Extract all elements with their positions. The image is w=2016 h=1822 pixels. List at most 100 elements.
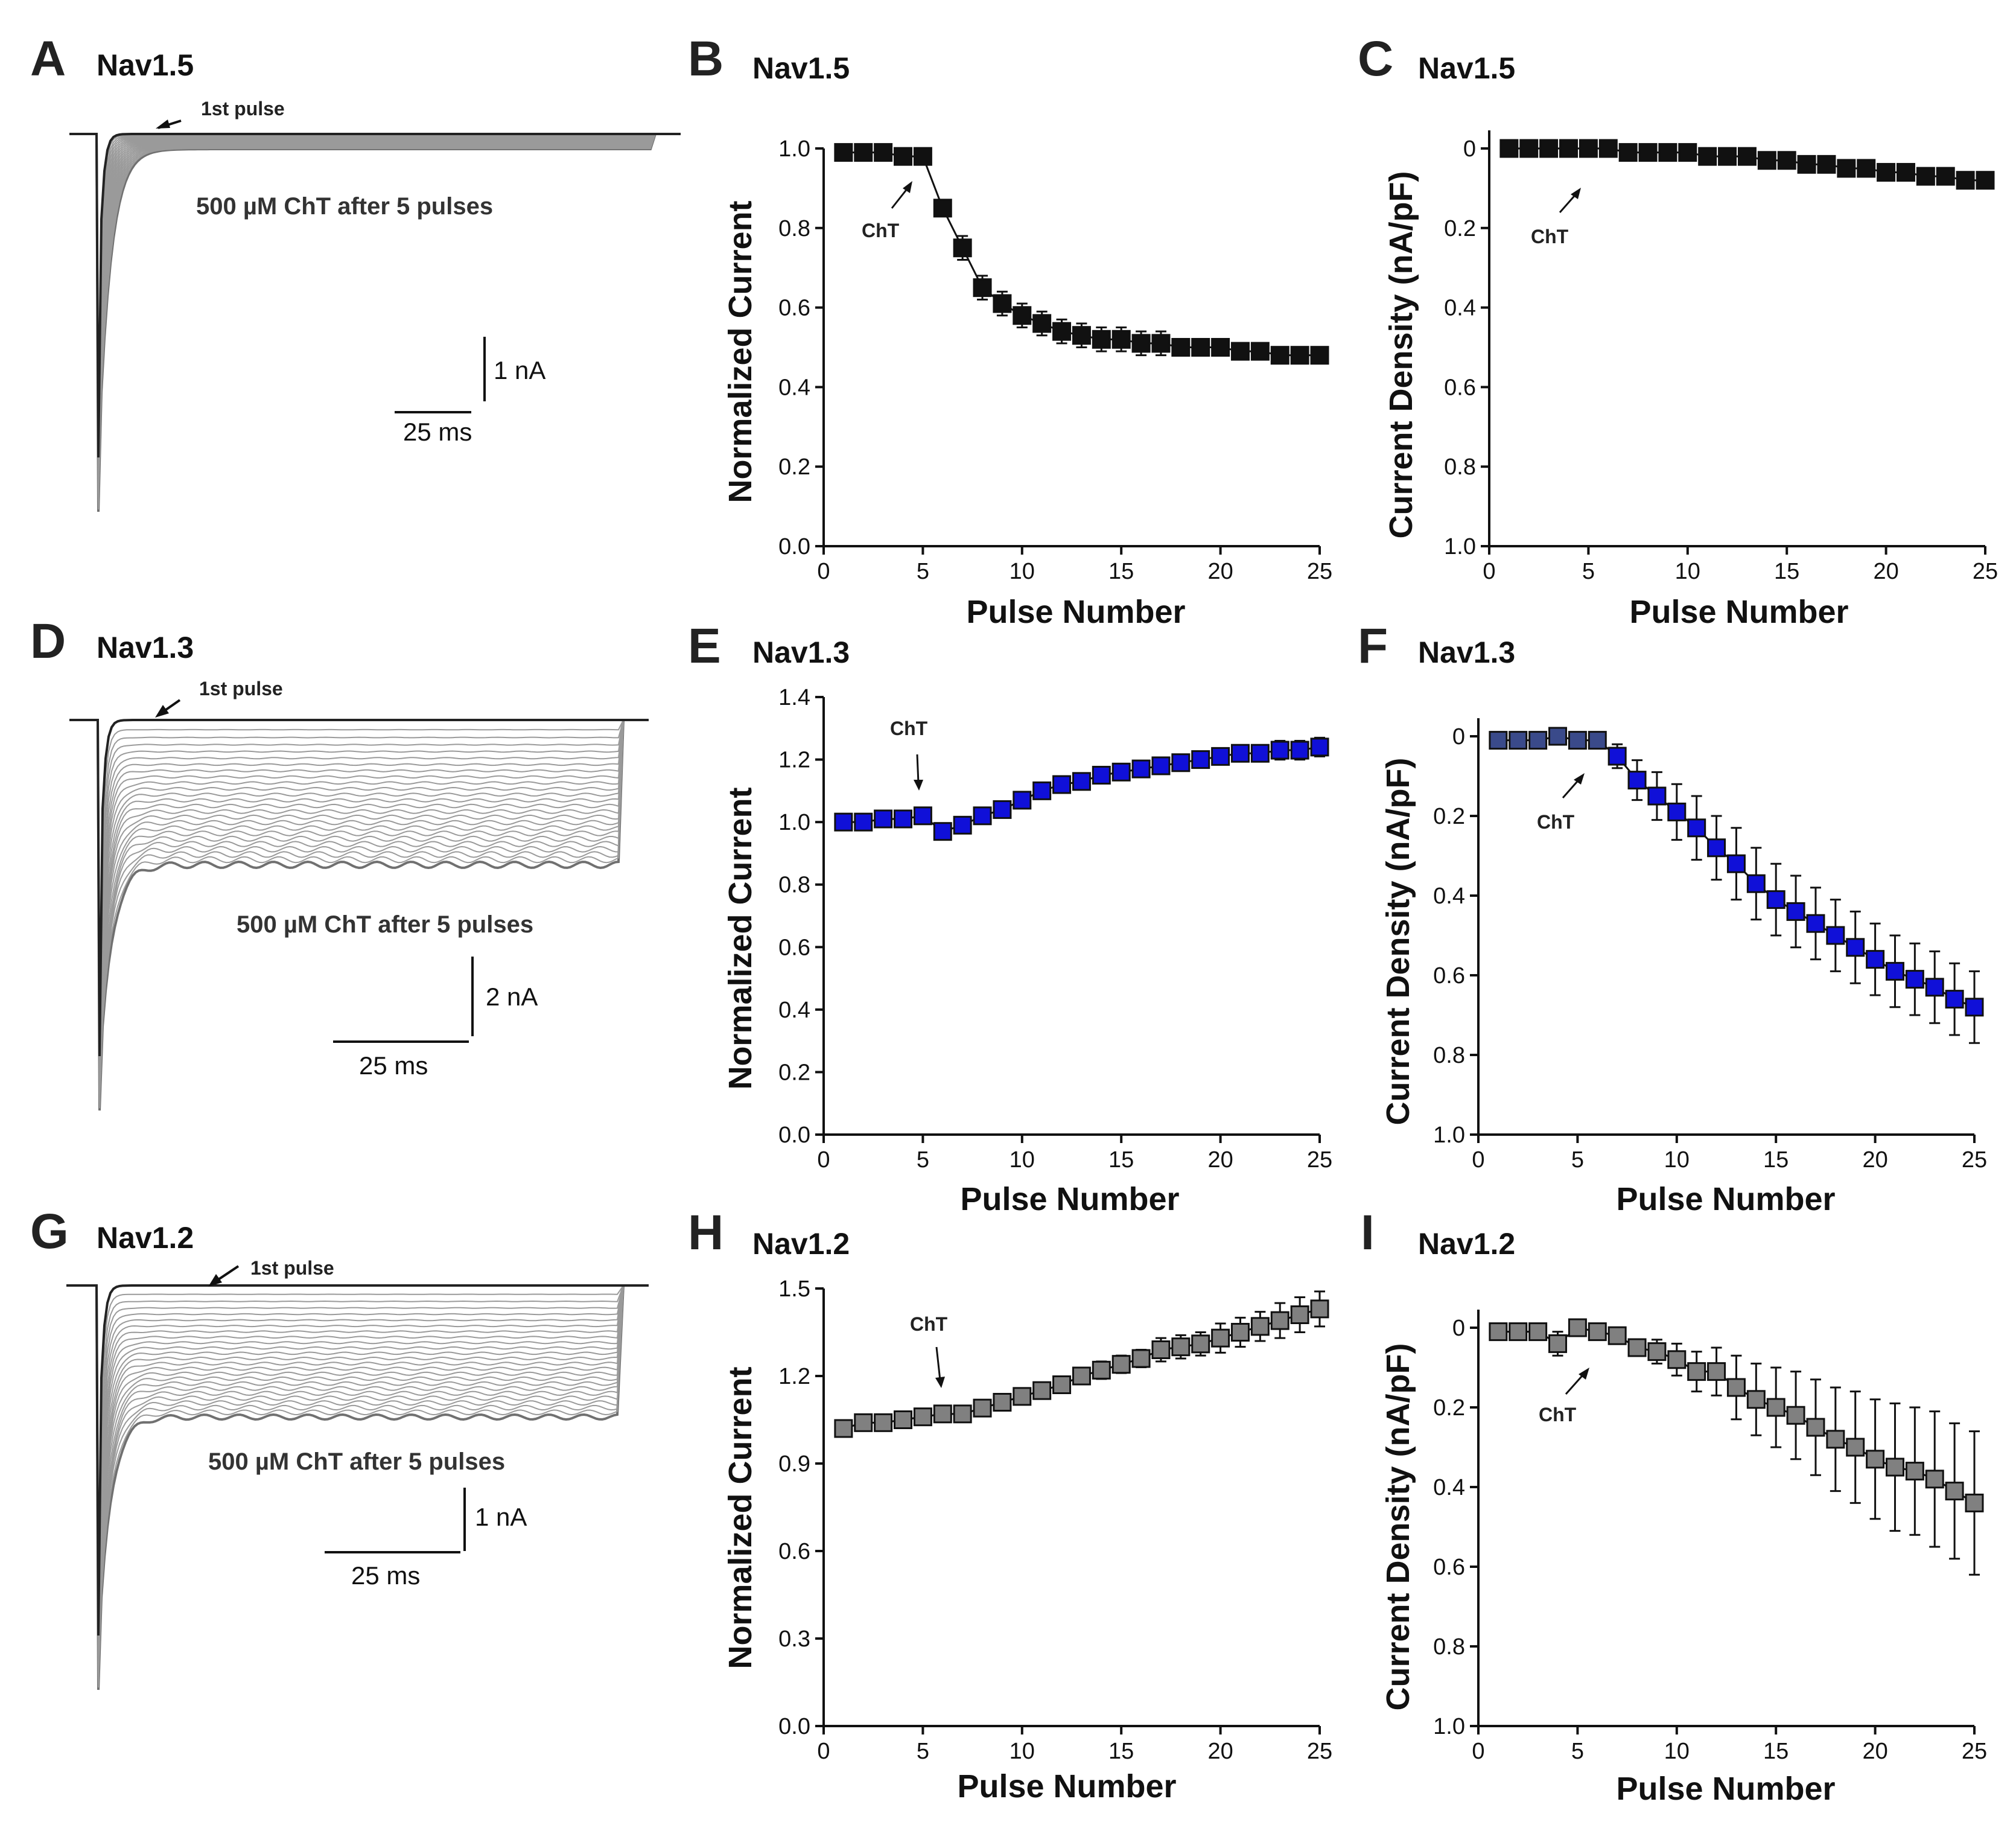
cht-annotation-f: ChT xyxy=(1537,811,1575,833)
y-tick-label-b: 0.6 xyxy=(778,296,810,321)
x-tick-label-c: 10 xyxy=(1675,559,1700,584)
current-trace-g xyxy=(66,1285,649,1652)
current-trace-a xyxy=(69,133,681,494)
data-point-i xyxy=(1548,1334,1568,1353)
current-trace-a xyxy=(69,133,681,469)
first-pulse-label-g: 1st pulse xyxy=(250,1257,334,1279)
panel-label-a: A xyxy=(30,31,66,86)
data-point-h xyxy=(1032,1381,1052,1400)
data-point-i xyxy=(1826,1430,1845,1449)
panel-label-c: C xyxy=(1358,31,1393,86)
data-point-i xyxy=(1806,1418,1825,1437)
cht-annotation-e: ChT xyxy=(890,718,928,739)
x-tick-label-e: 0 xyxy=(817,1147,830,1173)
y-tick-label-h: 0.9 xyxy=(778,1451,810,1477)
current-trace-g xyxy=(66,1285,649,1681)
data-point-e xyxy=(953,815,972,835)
current-trace-g xyxy=(66,1285,649,1656)
chart-title-b: Nav1.5 xyxy=(752,51,850,85)
trace-title-g: Nav1.2 xyxy=(97,1221,194,1255)
cht-arrow-head-b xyxy=(903,181,912,193)
data-point-h xyxy=(1111,1355,1131,1374)
y-tick-label-i: 0.8 xyxy=(1433,1634,1465,1660)
current-trace-d xyxy=(69,719,649,1077)
current-trace-d xyxy=(69,719,649,1111)
current-trace-g xyxy=(66,1285,649,1668)
data-point-i xyxy=(1568,1318,1587,1337)
y-tick-label-h: 0.6 xyxy=(778,1539,810,1564)
data-point-f xyxy=(1925,978,1944,997)
scale-x-label-g: 25 ms xyxy=(351,1561,420,1590)
y-tick-label-f: 0 xyxy=(1452,724,1465,750)
current-trace-a xyxy=(69,133,681,496)
current-trace-d xyxy=(69,719,649,1079)
x-tick-label-i: 20 xyxy=(1862,1739,1887,1764)
cht-annotation-c: ChT xyxy=(1531,226,1569,247)
x-tick-label-f: 15 xyxy=(1763,1147,1789,1173)
x-tick-label-b: 20 xyxy=(1207,559,1233,584)
data-point-c xyxy=(1737,147,1757,166)
current-trace-d xyxy=(69,719,649,1091)
data-point-c xyxy=(1797,154,1816,174)
arrow-head-a xyxy=(156,119,170,129)
data-point-f xyxy=(1647,786,1667,806)
scale-x-label-d: 25 ms xyxy=(359,1051,428,1080)
data-point-h xyxy=(933,1404,952,1424)
current-trace-a xyxy=(69,133,681,462)
y-tick-label-e: 0.2 xyxy=(778,1060,810,1085)
data-point-f xyxy=(1826,926,1845,945)
y-tick-label-b: 0.8 xyxy=(778,216,810,241)
data-point-e xyxy=(973,806,992,826)
chart-title-e: Nav1.3 xyxy=(752,635,850,669)
data-point-b xyxy=(1092,330,1111,349)
arrow-head-d xyxy=(155,705,169,718)
x-tick-label-b: 25 xyxy=(1307,559,1332,584)
y-tick-label-b: 1.0 xyxy=(778,136,810,162)
data-point-f xyxy=(1568,731,1587,750)
data-point-e xyxy=(874,809,893,829)
y-tick-label-f: 0.6 xyxy=(1433,963,1465,989)
current-trace-g xyxy=(66,1285,649,1638)
data-point-f xyxy=(1627,771,1647,790)
data-point-e xyxy=(854,812,873,832)
x-tick-label-i: 10 xyxy=(1664,1739,1690,1764)
x-tick-label-e: 5 xyxy=(917,1147,929,1173)
panel-label-d: D xyxy=(30,614,66,669)
data-point-h xyxy=(1131,1349,1151,1368)
x-tick-label-c: 5 xyxy=(1582,559,1595,584)
x-tick-label-f: 25 xyxy=(1962,1147,1987,1173)
data-point-f xyxy=(1965,998,1984,1017)
current-trace-d xyxy=(69,719,649,1100)
condition-label-d: 500 µM ChT after 5 pulses xyxy=(237,911,533,938)
current-trace-d xyxy=(69,719,649,1086)
condition-label-a: 500 µM ChT after 5 pulses xyxy=(196,193,493,220)
x-tick-label-h: 20 xyxy=(1207,1739,1233,1764)
data-point-f xyxy=(1489,731,1508,750)
current-trace-a xyxy=(69,133,681,465)
data-point-h xyxy=(1250,1317,1270,1336)
current-trace-a xyxy=(69,133,681,489)
data-point-b xyxy=(1211,338,1230,357)
data-point-e xyxy=(913,806,932,826)
x-tick-label-b: 0 xyxy=(817,559,830,584)
data-point-e xyxy=(1032,781,1052,800)
data-point-f xyxy=(1726,854,1746,873)
x-tick-label-h: 15 xyxy=(1108,1739,1134,1764)
data-point-i xyxy=(1588,1322,1607,1342)
y-tick-label-h: 0.0 xyxy=(778,1714,810,1739)
data-point-b xyxy=(874,143,893,162)
data-point-i xyxy=(1846,1438,1865,1457)
data-point-i xyxy=(1707,1362,1726,1381)
y-tick-label-h: 0.3 xyxy=(778,1626,810,1652)
data-point-c xyxy=(1837,159,1856,178)
cht-arrow-head-h xyxy=(935,1377,945,1388)
cht-arrow-shaft-e xyxy=(916,754,920,784)
data-point-c xyxy=(1857,159,1876,178)
chart-panel-i: I Nav1.2 Pulse Number Current Density (n… xyxy=(1361,1205,1987,1807)
data-point-f xyxy=(1548,727,1568,746)
data-point-i xyxy=(1786,1406,1805,1425)
data-point-h xyxy=(1013,1387,1032,1406)
current-trace-d xyxy=(69,719,649,1070)
chart-panel-e: E Nav1.3 Pulse Number Normalized Current… xyxy=(688,619,1332,1217)
